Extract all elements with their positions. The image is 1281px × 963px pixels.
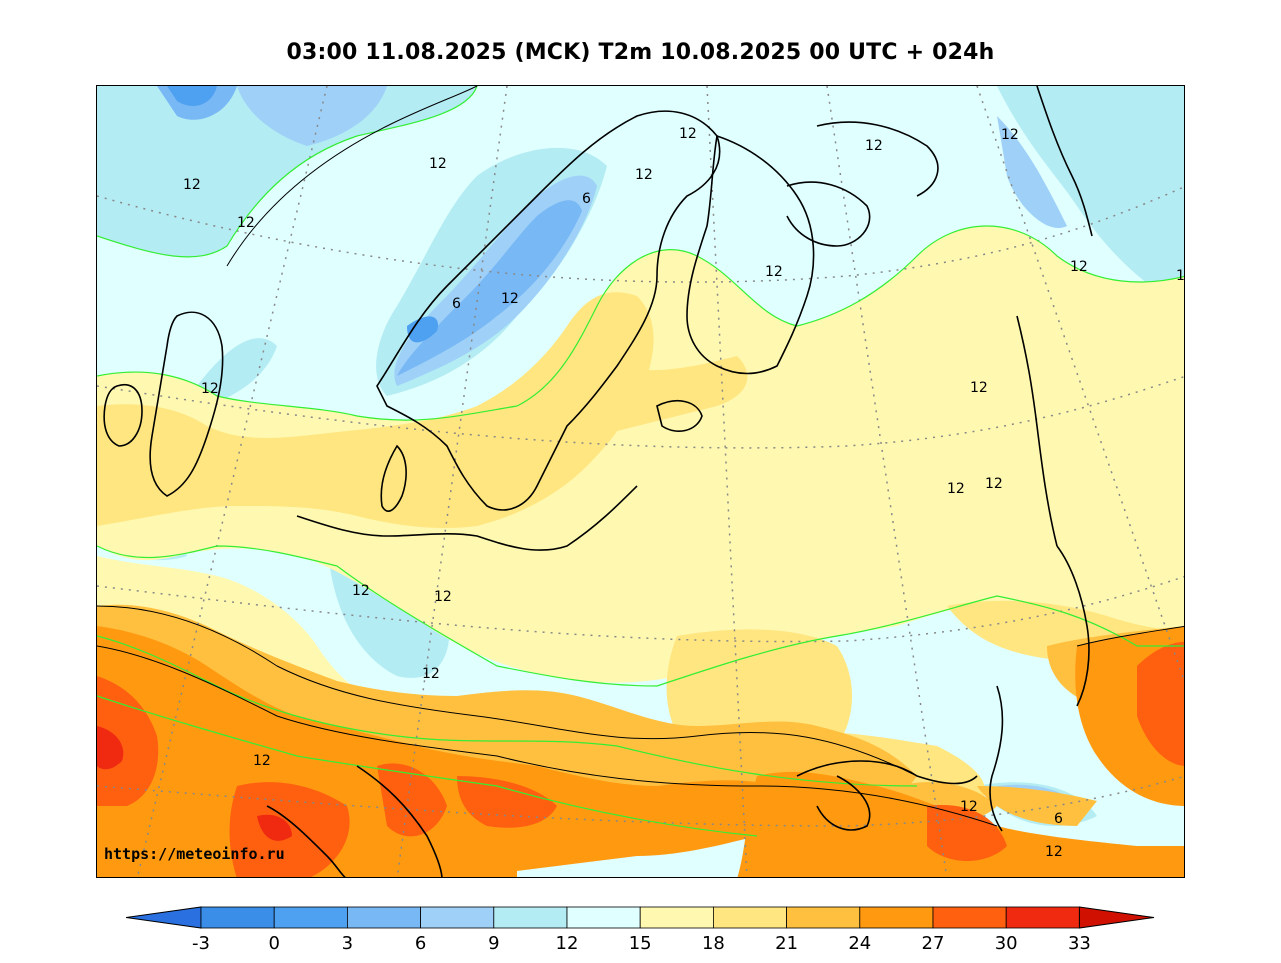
colorbar-tick-label: 30 xyxy=(995,933,1018,954)
colorbar-under-arrow xyxy=(126,906,202,929)
contour-lines-green xyxy=(97,86,1184,837)
colorbar-band-21-24 xyxy=(786,906,861,929)
norway-north-12: 12 xyxy=(635,167,653,183)
band-30-33 xyxy=(97,726,292,841)
colorbar-tick-label: -3 xyxy=(192,933,210,954)
band-15-18 xyxy=(97,226,1184,751)
colorbar-over-arrow xyxy=(1078,906,1155,929)
colorbar-tick-label: 33 xyxy=(1068,933,1091,954)
colorbar-tick-label: 24 xyxy=(848,933,871,954)
karelia-12: 12 xyxy=(765,264,783,280)
sweden-12: 12 xyxy=(501,291,519,307)
caucasus-6: 6 xyxy=(1054,811,1063,827)
colorbar-tick-label: 18 xyxy=(702,933,725,954)
east-edge-1: 1 xyxy=(1176,268,1185,284)
north-atlantic-12a: 12 xyxy=(183,177,201,193)
ural-12: 12 xyxy=(1070,259,1088,275)
arctic-12: 12 xyxy=(865,138,883,154)
colorbar-tick-label: 12 xyxy=(556,933,579,954)
ural-south-12a: 12 xyxy=(947,481,965,497)
colorbar-band-3-6 xyxy=(346,906,421,929)
alps-12b: 12 xyxy=(253,753,271,769)
contour-lines-black xyxy=(97,86,1184,827)
colorbar-tick-label: 9 xyxy=(488,933,499,954)
colorbar-tick-label: 27 xyxy=(922,933,945,954)
colorbar-tick-label: 15 xyxy=(629,933,652,954)
colorbar-band-18-21 xyxy=(713,906,788,929)
coastlines xyxy=(103,86,1093,877)
colorbar-band-9-12 xyxy=(493,906,568,929)
colorbar-tick-label: 21 xyxy=(775,933,798,954)
colorbar-band-24-27 xyxy=(859,906,934,929)
norway-mountains-6: 6 xyxy=(582,191,591,207)
north-atlantic-12b: 12 xyxy=(429,156,447,172)
source-watermark: https://meteoinfo.ru xyxy=(104,845,285,863)
colorbar-band-27-30 xyxy=(932,906,1007,929)
temperature-colorbar: -3 0 3 6 9 12 15 18 21 24 27 30 33 xyxy=(126,906,1155,954)
colorbar-bands xyxy=(126,906,1155,929)
colorbar-tick-label: 0 xyxy=(268,933,279,954)
colorbar-band-0-3 xyxy=(273,906,348,929)
colorbar-band-15-18 xyxy=(639,906,714,929)
poland-12: 12 xyxy=(434,589,452,605)
north-atlantic-12c: 12 xyxy=(237,215,255,231)
colorbar-band-6-9 xyxy=(420,906,495,929)
temperature-map: 12 12 12 12 6 12 12 12 12 6 12 12 12 12 … xyxy=(96,85,1185,878)
colorbar-tick-label: 3 xyxy=(342,933,353,954)
germany-12a: 12 xyxy=(352,583,370,599)
map-title: 03:00 11.08.2025 (MCK) T2m 10.08.2025 00… xyxy=(286,40,995,65)
contour-label-group: 12 12 12 12 6 12 12 12 12 6 12 12 12 12 … xyxy=(183,126,1185,860)
lat-lon-grid xyxy=(97,86,1184,877)
arctic-east-12: 12 xyxy=(1001,127,1019,143)
colorbar-band--3-0 xyxy=(200,906,275,929)
alps-12a: 12 xyxy=(422,666,440,682)
temperature-map-canvas: 12 12 12 12 6 12 12 12 12 6 12 12 12 12 … xyxy=(97,86,1185,877)
colorbar-band-12-15 xyxy=(566,906,641,929)
colorbar-tick-label: 6 xyxy=(415,933,426,954)
south-norway-6: 6 xyxy=(452,296,461,312)
colorbar-tick-labels: -3 0 3 6 9 12 15 18 21 24 27 30 33 xyxy=(192,933,1091,954)
colorbar-band-30-33 xyxy=(1005,906,1080,929)
caucasus-12: 12 xyxy=(960,799,978,815)
ural-south-12b: 12 xyxy=(985,476,1003,492)
volga-12: 12 xyxy=(970,380,988,396)
kola-12: 12 xyxy=(679,126,697,142)
scotland-12: 12 xyxy=(201,381,219,397)
caucasus-12b: 12 xyxy=(1045,844,1063,860)
